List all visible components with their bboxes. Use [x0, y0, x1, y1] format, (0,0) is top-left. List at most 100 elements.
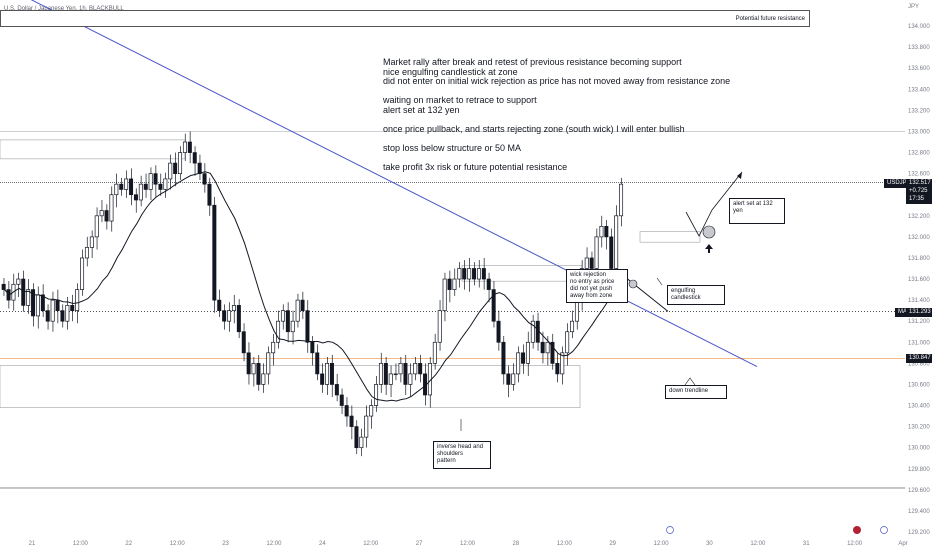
commentary-line: nice engulfing candlestick at zone: [383, 66, 518, 77]
candle-body: [1, 283, 6, 290]
candle-body: [447, 278, 452, 290]
price-axis[interactable]: 134.000 133.800 133.600 133.400 133.200 133.0…: [908, 24, 930, 536]
price-tick-label: 134.000: [908, 24, 930, 30]
candle-body: [550, 341, 555, 364]
commentary-line: Market rally after break and retest of p…: [383, 57, 682, 67]
candle-body: [364, 415, 369, 438]
price-tick-label: 133.200: [908, 108, 930, 114]
candle-body: [359, 436, 364, 449]
candle-body: [217, 299, 222, 312]
projection-path: [685, 171, 743, 237]
time-axis[interactable]: 21 12:00 22 12:00 23 12:00 24 12:00 27 12:00 28 12:…: [29, 541, 908, 547]
candle-body: [119, 183, 124, 190]
candle-body: [472, 268, 477, 280]
price-tick-label: 129.400: [908, 509, 930, 515]
event-marker-icon[interactable]: [666, 526, 674, 534]
candle-body: [506, 373, 511, 385]
last-price-pill[interactable]: 132.517: [906, 179, 932, 188]
price-tick-label: 131.800: [908, 256, 930, 262]
candle-body: [16, 278, 21, 285]
down-trendline-note[interactable]: down trendline: [665, 385, 727, 399]
wick-rejection-note[interactable]: wick rejection no entry as price did not…: [566, 269, 628, 303]
us-flag-icon[interactable]: [853, 526, 861, 534]
candle-body: [285, 310, 290, 333]
chart-title: U.S. Dollar / Japanese Yen, 1h, BLACKBUL…: [4, 6, 124, 12]
candle-body: [378, 363, 383, 385]
price-tick-label: 131.000: [908, 340, 930, 346]
time-tick-label: 12:00: [750, 541, 766, 547]
candle-body: [516, 352, 521, 375]
zone-rect: [0, 139, 186, 160]
time-tick-label: 12:00: [266, 541, 282, 547]
candle-body: [197, 162, 202, 174]
candle-body: [442, 278, 447, 312]
price-tick-label: 129.800: [908, 467, 930, 473]
price-tick-label: 130.600: [908, 382, 930, 388]
time-tick-label: 12:00: [654, 541, 670, 547]
price-tick-label: 132.200: [908, 214, 930, 220]
time-tick-label: 12:00: [847, 541, 863, 547]
commentary-line: alert set at 132 yen: [383, 104, 460, 115]
price-tick-label: 130.200: [908, 425, 930, 431]
candle-body: [374, 384, 379, 406]
candle-body: [261, 373, 266, 385]
alert-note[interactable]: alert set at 132 yen: [729, 198, 785, 224]
candle-body: [153, 173, 158, 185]
price-tick-label: 133.400: [908, 87, 930, 93]
commentary-line: take profit 3x risk or future potential …: [383, 161, 568, 172]
candle-body: [540, 341, 545, 354]
candle-body: [84, 247, 89, 259]
candle-body: [614, 215, 619, 269]
candle-body: [158, 183, 163, 190]
candle-body: [388, 373, 393, 385]
candle-body: [481, 268, 486, 280]
symbol-pill[interactable]: USDJPY: [884, 179, 920, 188]
candle-body: [418, 363, 423, 375]
down-trendline[interactable]: [0, 0, 758, 367]
candle-body: [231, 305, 236, 312]
candle-body: [599, 225, 604, 238]
price-tick-label: 129.600: [908, 488, 930, 494]
candle-body: [320, 373, 325, 385]
candle-body: [574, 299, 579, 322]
candle-body: [354, 426, 359, 449]
candle-body: [246, 352, 251, 375]
future-resistance-box[interactable]: Potential future resistance: [0, 10, 810, 27]
candle-body: [65, 305, 70, 322]
candle-body: [295, 299, 300, 322]
candle-body: [173, 162, 178, 174]
time-tick-label: 28: [513, 541, 520, 547]
price-tick-label: 132.000: [908, 235, 930, 241]
price-tick-label: 133.000: [908, 129, 930, 135]
candle-body: [604, 225, 609, 238]
head-shoulders-note[interactable]: inverse head and shoulders pattern: [433, 441, 491, 469]
candle-body: [114, 183, 119, 196]
candle-body: [280, 310, 285, 322]
time-tick-label: 12:00: [460, 541, 476, 547]
candle-body: [80, 257, 85, 290]
engulfing-note[interactable]: engulfing candlestick: [667, 285, 725, 305]
candle-body: [369, 405, 374, 417]
candle-body: [45, 310, 50, 322]
candle-body: [70, 305, 75, 312]
candle-body: [501, 341, 506, 375]
candle-body: [476, 268, 481, 280]
price-tick-label: 129.200: [908, 530, 930, 536]
candle-body: [565, 331, 570, 354]
candle-body: [178, 152, 183, 174]
wick-circle: [628, 279, 638, 289]
candle-body: [525, 341, 530, 364]
event-marker-icon[interactable]: [880, 526, 888, 534]
candle-body: [290, 320, 295, 333]
candle-body: [236, 305, 241, 333]
candle-body: [609, 236, 614, 269]
time-tick-label: 31: [803, 541, 810, 547]
candle-body: [207, 183, 212, 206]
time-tick-label: 29: [609, 541, 616, 547]
currency-label: JPY: [908, 4, 919, 10]
candle-body: [222, 310, 227, 322]
candle-body: [570, 320, 575, 333]
candle-body: [310, 341, 315, 354]
